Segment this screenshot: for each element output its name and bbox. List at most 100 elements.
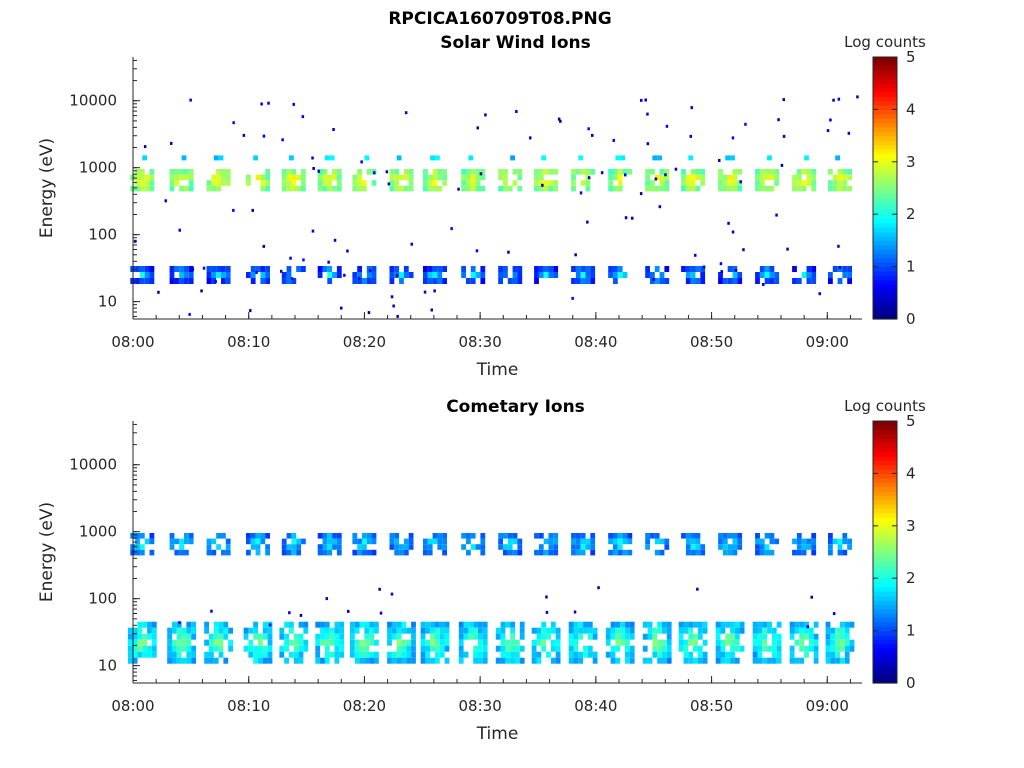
heatmap-cell [546, 627, 551, 634]
heatmap-cell [461, 544, 466, 550]
heatmap-cell [702, 639, 708, 646]
x-tick-label: 08:10 [227, 333, 270, 351]
heatmap-cell [329, 155, 335, 161]
heatmap-cell [678, 645, 684, 652]
heatmap-cell [620, 621, 625, 628]
colorbar-segment [873, 61, 897, 67]
heatmap-cell [411, 639, 416, 646]
heatmap-cell [216, 272, 221, 278]
heatmap-cell [181, 645, 187, 652]
heatmap-cell [478, 621, 483, 628]
heatmap-cell [702, 265, 706, 269]
heatmap-cell [804, 645, 809, 652]
heatmap-cell [759, 272, 765, 278]
colorbar-segment [873, 656, 897, 662]
colorbar-tick-label: 3 [906, 153, 916, 171]
heatmap-cell [461, 180, 466, 186]
heatmap-cell [801, 549, 807, 556]
colorbar-segment [873, 144, 897, 150]
heatmap-cell [360, 160, 363, 164]
heatmap-cell [580, 272, 586, 278]
heatmap-cell [250, 544, 256, 550]
heatmap-cell [722, 544, 728, 550]
heatmap-cell [541, 621, 547, 628]
heatmap-cell [144, 266, 150, 272]
heatmap-cell [286, 272, 292, 278]
heatmap-cell [828, 180, 833, 186]
heatmap-cell [832, 266, 838, 272]
heatmap-cell [144, 180, 150, 186]
heatmap-cell [844, 621, 850, 628]
heatmap-cell [399, 549, 404, 556]
heatmap-cell [475, 249, 479, 253]
heatmap-cell [167, 657, 172, 664]
heatmap-cell [771, 627, 777, 634]
heatmap-cell [167, 651, 172, 658]
heatmap-cell [536, 657, 542, 664]
heatmap-cell [482, 621, 488, 628]
heatmap-cell [840, 657, 845, 664]
heatmap-cell [258, 657, 263, 664]
heatmap-cell [186, 633, 192, 640]
colorbar-segment [873, 499, 897, 505]
heatmap-cell [605, 639, 611, 646]
heatmap-cell [432, 533, 438, 539]
heatmap-cell [620, 627, 625, 634]
colorbar-segment [873, 139, 897, 145]
heatmap-cell [442, 174, 447, 181]
heatmap-cell [629, 651, 635, 658]
colorbar-segment [873, 648, 897, 654]
heatmap-cell [617, 174, 623, 181]
heatmap-cell [842, 180, 848, 186]
x-axis-label: Time [476, 360, 519, 380]
heatmap-cell [652, 651, 658, 658]
heatmap-cell [317, 544, 323, 550]
heatmap-cell [702, 657, 708, 664]
heatmap-cell [218, 633, 224, 640]
heatmap-cell [685, 549, 691, 556]
heatmap-cell [624, 173, 627, 177]
heatmap-cell [759, 169, 765, 175]
heatmap-cell [357, 185, 362, 192]
heatmap-cell [654, 266, 660, 272]
heatmap-cell [336, 272, 342, 278]
heatmap-cell [336, 538, 342, 545]
heatmap-cell [507, 533, 513, 539]
heatmap-cell [200, 289, 203, 293]
colorbar-segment [873, 279, 897, 285]
heatmap-cell [473, 633, 478, 640]
heatmap-cell [322, 180, 328, 186]
heatmap-cell [650, 169, 655, 175]
heatmap-cell [837, 538, 843, 545]
heatmap-cell [685, 272, 691, 278]
heatmap-cell [425, 639, 431, 646]
heatmap-cell [260, 266, 266, 272]
heatmap-cell [678, 633, 684, 640]
heatmap-cell [545, 595, 548, 599]
heatmap-cell [250, 278, 256, 284]
colorbar-segment [873, 148, 897, 154]
heatmap-cell [425, 627, 431, 634]
heatmap-cell [825, 627, 831, 634]
heatmap-cell [322, 549, 328, 556]
heatmap-cell [568, 651, 574, 658]
heatmap-cell [174, 180, 180, 186]
heatmap-cell [437, 278, 443, 284]
colorbar-segment [873, 560, 897, 566]
heatmap-cell [688, 627, 694, 634]
heatmap-cell [206, 272, 212, 278]
x-tick-label: 08:30 [459, 697, 502, 715]
heatmap-cell [480, 266, 486, 272]
heatmap-cell [352, 180, 358, 186]
heatmap-cell [291, 549, 297, 556]
heatmap-cell [147, 627, 152, 634]
heatmap-cell [715, 657, 721, 664]
heatmap-cell [507, 185, 513, 192]
heatmap-cell [450, 227, 453, 231]
heatmap-cell [730, 657, 735, 664]
heatmap-cell [437, 185, 443, 192]
colorbar-segment [873, 534, 897, 540]
heatmap-cell [403, 544, 409, 550]
heatmap-cell [700, 266, 706, 272]
